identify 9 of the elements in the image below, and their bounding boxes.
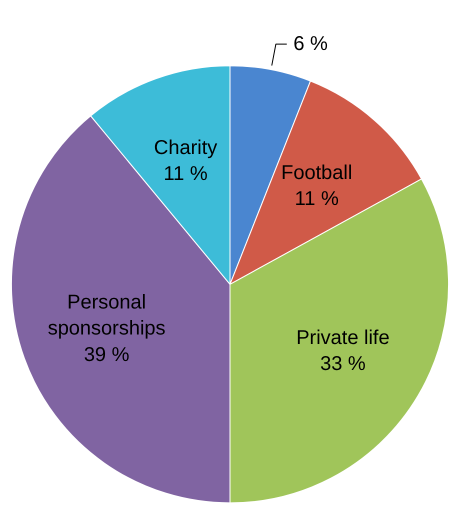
data-label: 39 % [84, 344, 130, 366]
data-label: 11 % [164, 163, 208, 186]
slice-label: Private life [296, 326, 390, 349]
data-label: 33 % [320, 353, 366, 376]
data-label: 6 % [293, 33, 328, 56]
slice-label: Personal sponsorships [48, 291, 166, 340]
slice-label: Football [281, 162, 352, 184]
slice-label: Charity [154, 136, 218, 159]
data-label: 11 % [294, 188, 339, 210]
